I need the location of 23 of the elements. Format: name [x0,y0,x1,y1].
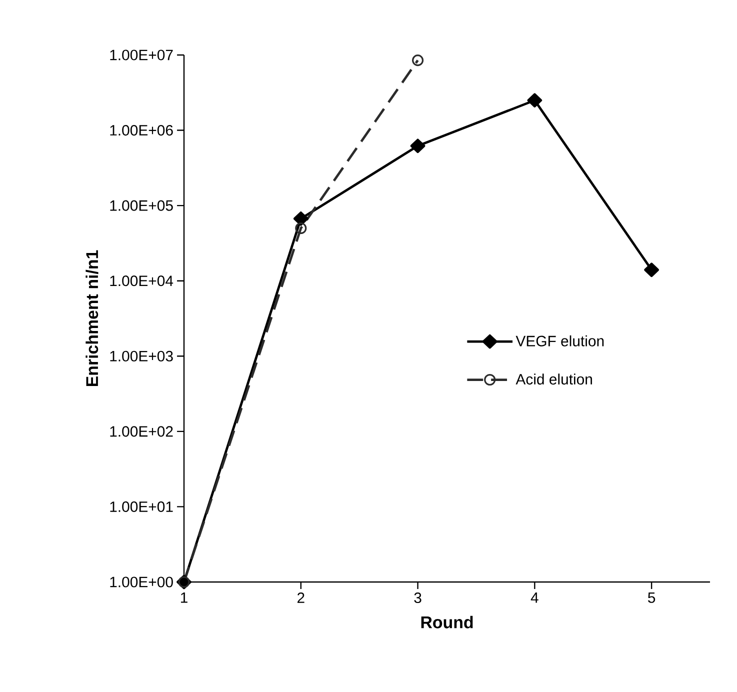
y-tick-label: 1.00E+07 [110,50,173,60]
point [410,138,426,154]
x-axis-title: Round [421,616,473,628]
x-tick-label: 1 [180,592,188,603]
y-tick-label: 1.00E+04 [110,276,174,286]
legend-label: Acid elution [516,374,592,385]
x-tick-label: 2 [297,592,304,603]
point [527,93,542,108]
point [644,262,660,278]
point [293,211,308,226]
x-tick-label: 3 [414,592,422,604]
y-axis-title: Enrichment ni/n1 [86,250,98,386]
y-tick-label: 1.00E+01 [110,501,173,512]
y-tick-label: 1.00E+00 [110,576,173,588]
x-tick-label: 4 [530,592,538,603]
y-tick-label: 1.00E+03 [110,350,173,362]
y-tick-label: 1.00E+02 [110,426,173,437]
point [412,54,424,66]
legend-label: VEGF elution [516,335,604,346]
y-tick-label: 1.00E+05 [110,200,173,211]
x-tick-label: 5 [648,592,656,603]
y-tick-label: 1.00E+06 [110,124,173,136]
point [295,222,307,234]
